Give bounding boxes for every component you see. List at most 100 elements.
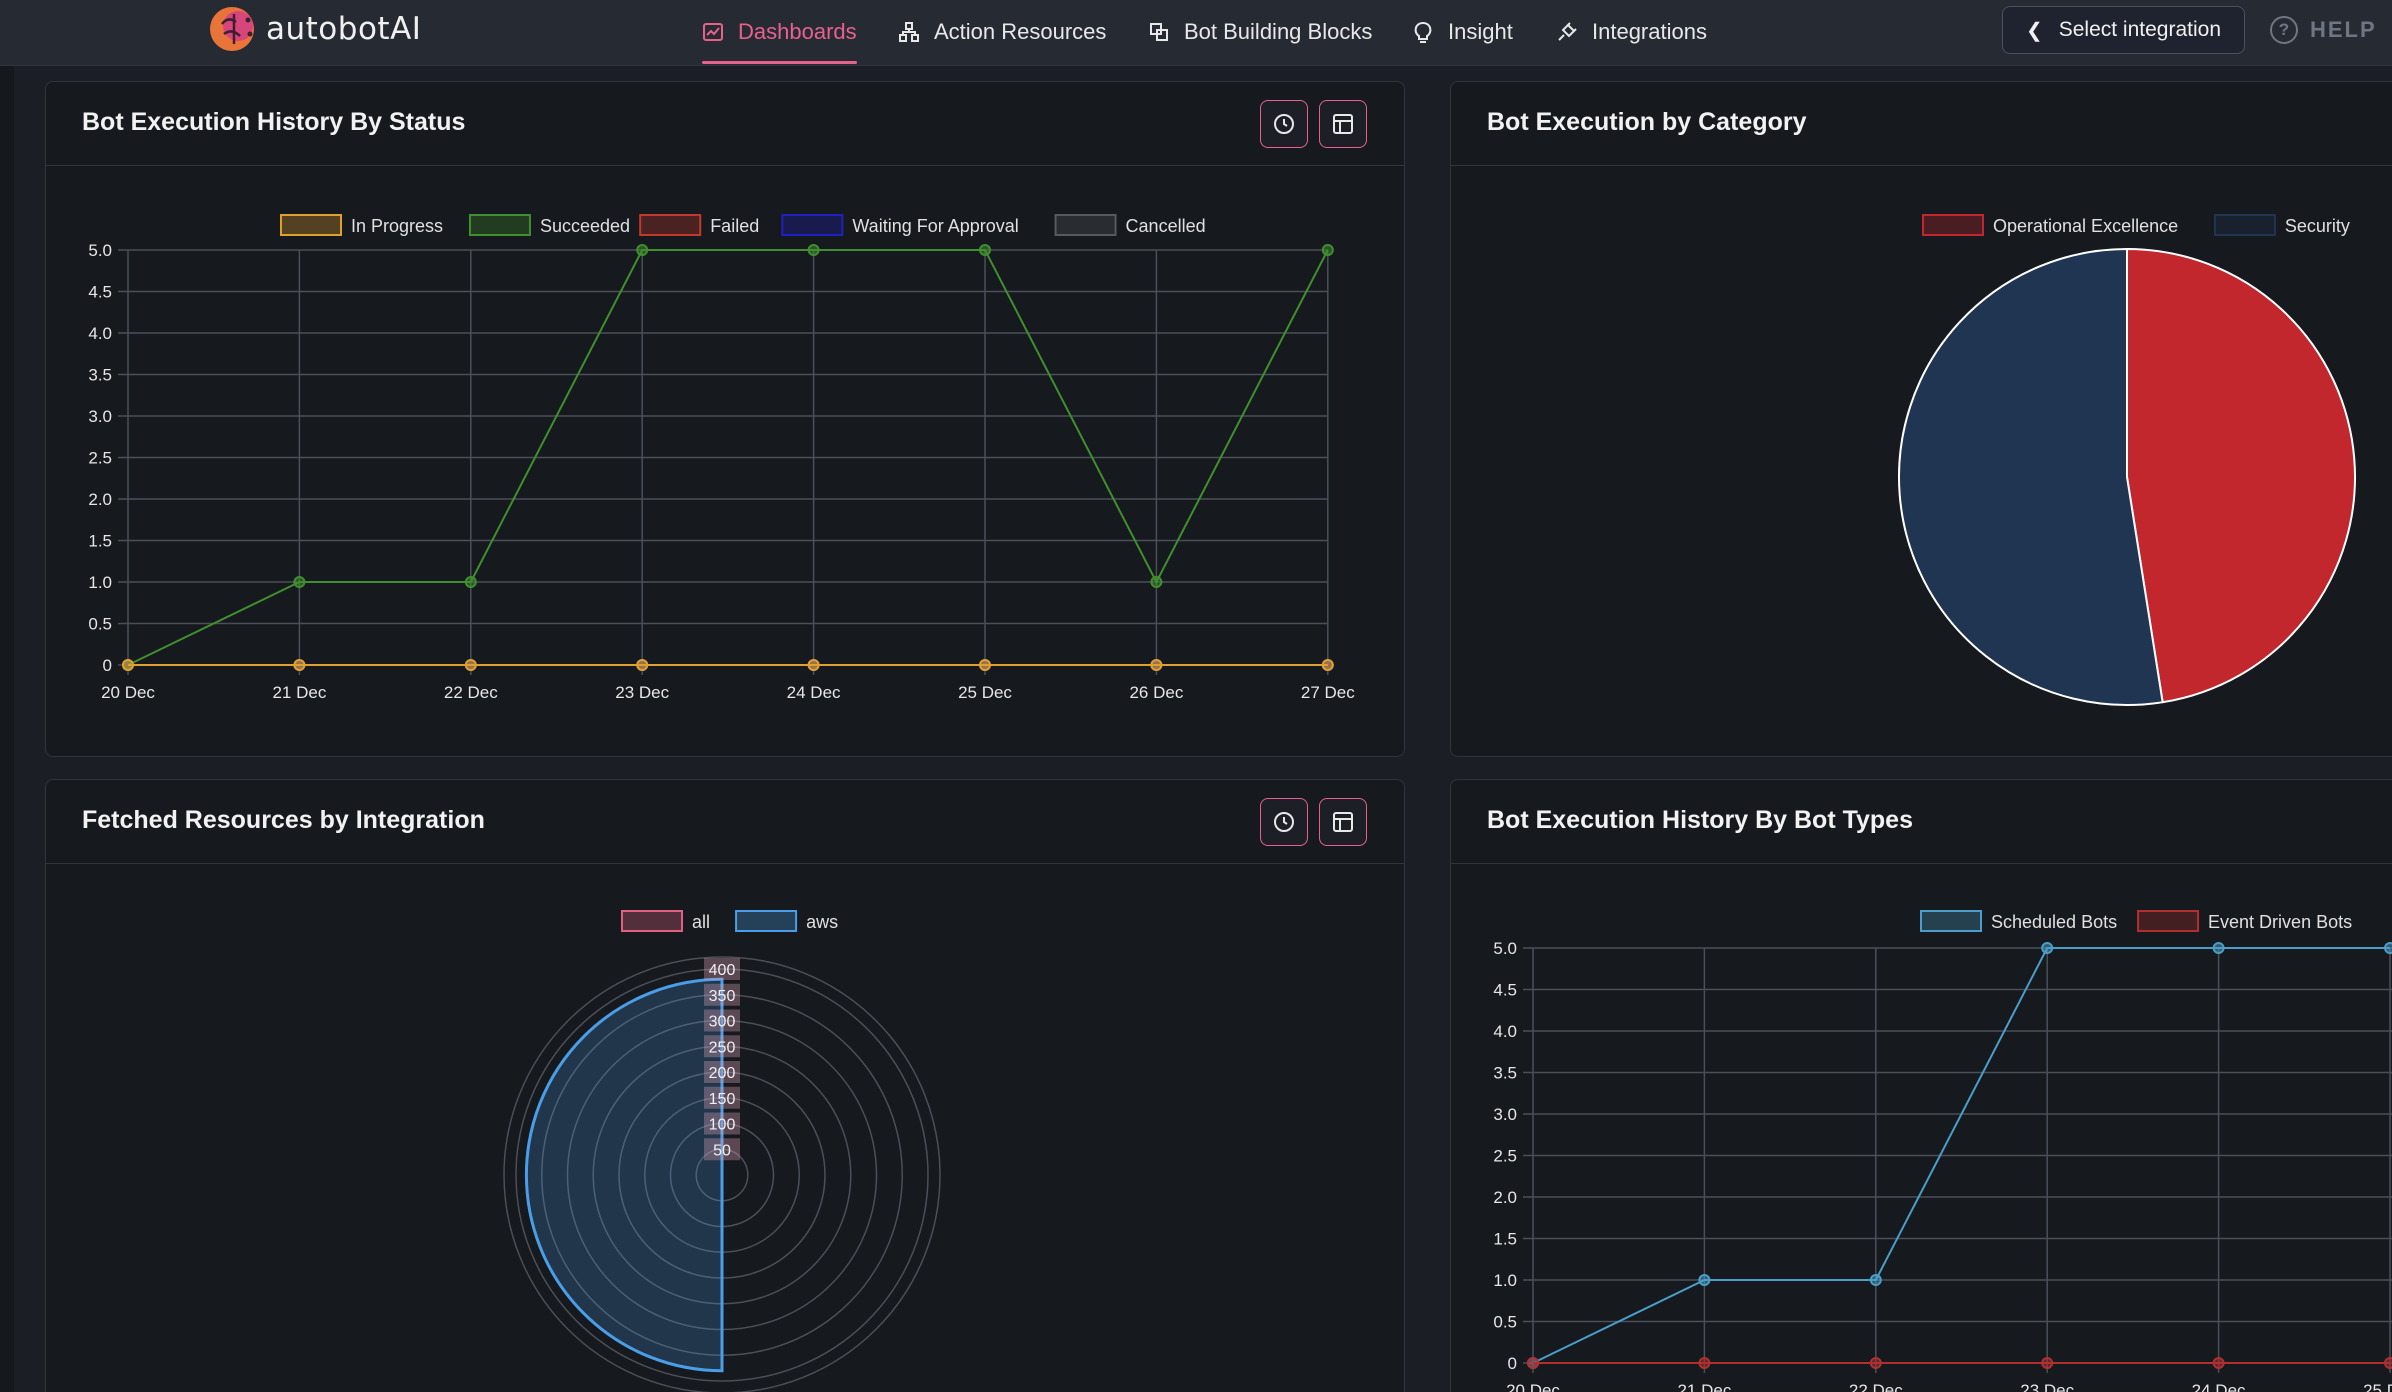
x-tick-label: 21 Dec (1677, 1381, 1731, 1392)
radial-tick-label: 150 (709, 1091, 736, 1108)
nav-dashboards[interactable]: Dashboards (702, 0, 857, 64)
card-bot-execution-by-status: Bot Execution History By Status In Progr… (45, 81, 1405, 757)
data-point (1698, 1357, 1711, 1369)
history-button[interactable] (1260, 798, 1308, 846)
nav-label: Bot Building Blocks (1184, 19, 1373, 44)
legend-label: In Progress (351, 216, 443, 236)
nav-label: Insight (1448, 19, 1513, 44)
data-point (1527, 1357, 1539, 1369)
layout-table-icon (1333, 812, 1353, 832)
data-point (1698, 1274, 1711, 1286)
data-point (464, 576, 477, 588)
series-line (127, 249, 1329, 666)
data-point (2041, 942, 2054, 954)
legend-swatch (2137, 910, 2200, 932)
card-title: Bot Execution History By Status (82, 108, 466, 136)
select-integration-button[interactable]: ❮ Select integration (2002, 6, 2245, 54)
help-button[interactable]: ? HELP (2270, 12, 2377, 48)
pie-slice (2126, 247, 2356, 704)
data-point (979, 244, 991, 256)
legend-label: Scheduled Bots (1991, 912, 2117, 932)
y-tick-label: 0 (1508, 1354, 1517, 1373)
card-header: Bot Execution by Category (1451, 82, 2392, 166)
card-bot-execution-by-category: Bot Execution by Category Operational Ex… (1450, 81, 2392, 757)
legend-swatch (2213, 214, 2276, 236)
y-tick-label: 0.5 (88, 615, 112, 634)
nav-action-resources[interactable]: Action Resources (898, 0, 1106, 64)
chevron-left-icon: ❮ (2025, 19, 2043, 42)
card-fetched-resources: Fetched Resources by Integration all aws 5… (45, 779, 1405, 1392)
data-point (1869, 1357, 1882, 1369)
help-question-icon: ? (2270, 16, 2298, 44)
radial-tick-backdrop (704, 983, 740, 1006)
brand-logo[interactable]: autobotAI (208, 4, 421, 54)
radial-tick-label: 50 (713, 1142, 731, 1159)
data-point (2041, 1357, 2054, 1369)
y-tick-label: 1.0 (88, 573, 112, 592)
nav-label: Action Resources (934, 19, 1107, 44)
radial-tick-backdrop (704, 1112, 740, 1135)
x-tick-label: 23 Dec (2020, 1381, 2074, 1392)
polar-grid-ring (515, 968, 929, 1382)
data-point (807, 659, 820, 671)
polar-grid-ring (503, 956, 941, 1392)
pie-slice (1898, 247, 2164, 706)
x-tick-label: 20 Dec (101, 683, 155, 702)
radial-tick-backdrop (704, 1061, 740, 1083)
fetched-polar-chart: all aws 50 100 150 200 250 300 350 400 (503, 910, 941, 1392)
data-point (2212, 1357, 2225, 1369)
legend-label: Waiting For Approval (852, 216, 1018, 236)
legend-swatch (1922, 214, 1984, 236)
legend-label: Event Driven Bots (2208, 912, 2352, 932)
legend-label: aws (806, 912, 838, 932)
help-label: HELP (2310, 17, 2377, 42)
y-tick-label: 2.5 (88, 449, 112, 468)
y-tick-label: 2.0 (88, 490, 112, 509)
data-point (464, 659, 477, 671)
y-tick-label: 3.5 (88, 366, 112, 385)
y-tick-label: 3.5 (1493, 1064, 1517, 1083)
left-sidebar-edge (0, 66, 14, 1392)
data-point (122, 659, 134, 671)
y-tick-label: 4.0 (88, 324, 112, 343)
nav-insight[interactable]: Insight (1412, 0, 1513, 64)
x-tick-label: 21 Dec (272, 683, 326, 702)
legend-swatch (1054, 214, 1117, 236)
y-tick-label: 5.0 (1493, 939, 1517, 958)
data-point (1150, 659, 1163, 671)
x-tick-label: 26 Dec (1129, 683, 1183, 702)
legend-swatch (781, 214, 844, 236)
data-point (979, 659, 991, 671)
legend-label: Succeeded (540, 216, 630, 236)
data-point (807, 244, 820, 256)
radial-tick-label: 400 (709, 962, 736, 979)
hierarchy-icon (899, 22, 919, 42)
nav-integrations[interactable]: Integrations (1556, 0, 1707, 64)
x-tick-label: 23 Dec (615, 683, 669, 702)
y-tick-label: 0 (103, 656, 112, 675)
radial-tick-backdrop (704, 1086, 740, 1109)
data-point (1869, 1274, 1882, 1286)
nav-bot-building-blocks[interactable]: Bot Building Blocks (1148, 0, 1372, 64)
history-button[interactable] (1260, 100, 1308, 148)
legend-swatch (639, 214, 702, 236)
table-view-button[interactable] (1319, 798, 1367, 846)
radial-tick-backdrop (704, 1035, 740, 1058)
legend-label: Failed (710, 216, 759, 236)
data-point (2212, 942, 2225, 954)
data-point (636, 659, 649, 671)
radial-tick-label: 200 (709, 1065, 736, 1082)
y-tick-label: 4.5 (88, 283, 112, 302)
category-pie-chart: Operational Excellence Security (1898, 214, 2356, 706)
x-tick-label: 22 Dec (444, 683, 498, 702)
y-tick-label: 2.0 (1493, 1188, 1517, 1207)
card-bot-execution-by-types: Bot Execution History By Bot Types Sched… (1450, 779, 2392, 1392)
legend-label: Operational Excellence (1993, 216, 2178, 236)
legend-label: Security (2285, 216, 2350, 236)
data-point (2384, 1357, 2392, 1369)
radial-tick-backdrop (704, 1009, 740, 1032)
clock-icon (1274, 812, 1294, 832)
table-view-button[interactable] (1319, 100, 1367, 148)
y-tick-label: 4.5 (1493, 981, 1517, 1000)
nav-label: Dashboards (738, 19, 857, 44)
